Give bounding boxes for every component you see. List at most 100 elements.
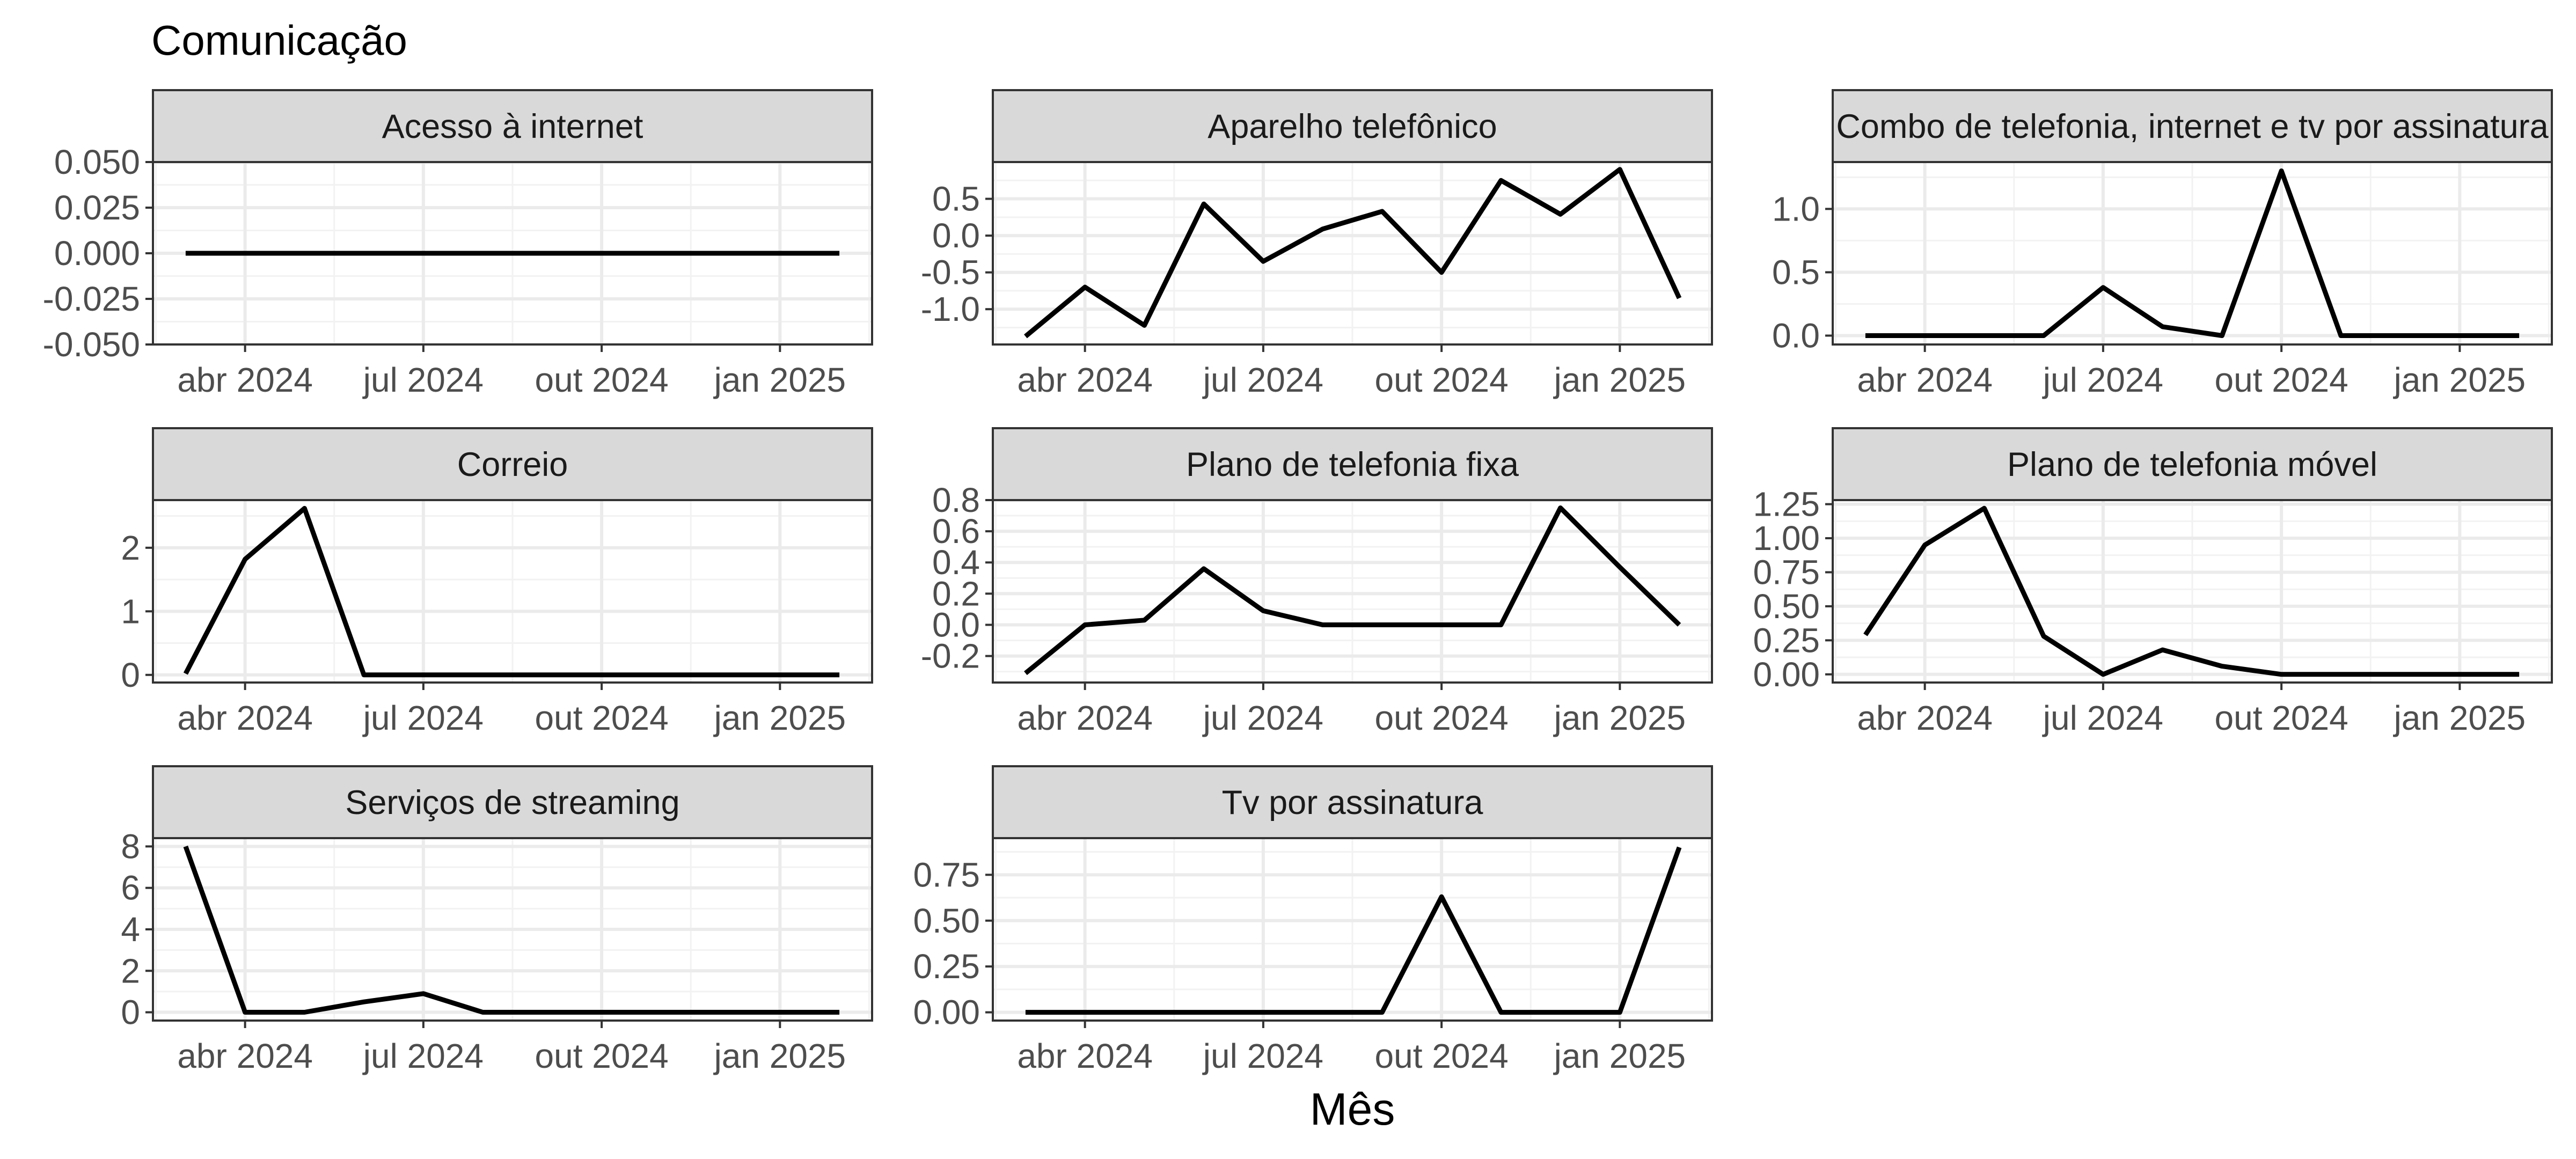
x-tick-label: jul 2024 xyxy=(2042,361,2163,399)
y-tick-label: 1.25 xyxy=(1753,485,1820,524)
facet-strip-label: Acesso à internet xyxy=(382,108,643,145)
y-tick-label: 0.75 xyxy=(913,855,980,894)
y-tick-label: -1.0 xyxy=(921,290,980,328)
y-tick-label: 0.6 xyxy=(932,512,980,551)
x-tick-label: abr 2024 xyxy=(1017,1037,1153,1075)
x-tick-label: jan 2025 xyxy=(713,361,846,399)
facet-strip xyxy=(992,427,1713,501)
y-tick-label: 4 xyxy=(121,910,140,949)
x-tick-label: jan 2025 xyxy=(1553,361,1686,399)
y-tick-label: 0.0 xyxy=(932,605,980,644)
facet-panel: Combo de telefonia, internet e tv por as… xyxy=(1772,89,2553,399)
x-tick-label: jan 2025 xyxy=(713,699,846,737)
x-tick-label: abr 2024 xyxy=(177,699,313,737)
y-tick-label: 0 xyxy=(121,993,140,1032)
facet-panel: Plano de telefonia móvel 0.000.250.500.75… xyxy=(1753,427,2553,737)
y-tick-label: 0.5 xyxy=(932,180,980,218)
facet-strip-label: Tv por assinatura xyxy=(1222,784,1484,821)
y-tick-label: 0.25 xyxy=(913,947,980,986)
gridlines xyxy=(1833,500,2552,683)
y-tick-label: 0.00 xyxy=(1753,655,1820,694)
facet-strip-label: Aparelho telefônico xyxy=(1208,108,1497,145)
y-tick-label: 0.4 xyxy=(932,543,980,582)
chart-title: Comunicação xyxy=(151,17,407,64)
x-tick-label: jul 2024 xyxy=(362,361,484,399)
facet-strip xyxy=(992,89,1713,163)
facet-panel: Acesso à internet -0.050 -0.025 0.000 0.025 0… xyxy=(43,89,873,399)
x-tick-label: abr 2024 xyxy=(177,361,313,399)
facet-strip-label: Plano de telefonia móvel xyxy=(2007,446,2377,483)
y-tick-label: 1.0 xyxy=(1772,189,1820,228)
x-tick-label: out 2024 xyxy=(535,1037,669,1075)
y-tick-label: -0.025 xyxy=(43,280,140,318)
x-tick-label: jul 2024 xyxy=(1202,361,1323,399)
facet-strip xyxy=(992,765,1713,839)
x-axis-title: Mês xyxy=(1310,1084,1395,1134)
y-tick-label: 0.5 xyxy=(1772,253,1820,291)
y-tick-label: 0.025 xyxy=(54,188,140,227)
x-tick-label: out 2024 xyxy=(2215,361,2348,399)
x-tick-label: jan 2025 xyxy=(713,1037,846,1075)
y-tick-label: 8 xyxy=(121,827,140,865)
x-tick-label: jan 2025 xyxy=(1553,1037,1686,1075)
facet-strip-label: Serviços de streaming xyxy=(345,784,679,821)
gridlines xyxy=(993,500,1712,683)
y-tick-label: 0.050 xyxy=(54,143,140,181)
x-tick-label: out 2024 xyxy=(1375,361,1509,399)
x-tick-label: abr 2024 xyxy=(1017,699,1153,737)
facet-strip-label: Correio xyxy=(457,446,568,483)
facet-panels: Acesso à internet-0.050-0.0250.0000.0250… xyxy=(43,89,2553,1075)
x-tick-label: out 2024 xyxy=(1375,699,1509,737)
series-line xyxy=(183,845,840,1015)
y-tick-label: 0.000 xyxy=(54,234,140,273)
facet-strip xyxy=(1832,89,2553,163)
facet-strip-label: Plano de telefonia fixa xyxy=(1186,446,1519,483)
y-tick-label: 0.0 xyxy=(932,216,980,255)
y-tick-label: 0.50 xyxy=(913,901,980,940)
y-tick-label: 0.8 xyxy=(932,481,980,519)
x-tick-label: out 2024 xyxy=(1375,1037,1509,1075)
facet-panel: Correio 0 1 2 abr 2024 jul 2024 out 2024 jan 20… xyxy=(121,427,873,737)
y-tick-label: -0.5 xyxy=(921,253,980,292)
facet-panel: Tv por assinatura 0.00 0.25 0.50 0.75 abr 202… xyxy=(913,765,1713,1075)
y-tick-label: 0.0 xyxy=(1772,316,1820,355)
y-tick-label: 2 xyxy=(121,529,140,567)
y-tick-label: -0.050 xyxy=(43,325,140,364)
facet-strip xyxy=(152,427,873,501)
x-tick-label: abr 2024 xyxy=(177,1037,313,1075)
y-tick-label: 1.00 xyxy=(1753,519,1820,558)
x-tick-label: abr 2024 xyxy=(1857,699,1993,737)
y-tick-label: 2 xyxy=(121,951,140,990)
gridlines xyxy=(993,162,1712,344)
facet-panel: Aparelho telefônico -1.0-0.50.00.5 abr 202… xyxy=(921,89,1713,399)
x-tick-label: jul 2024 xyxy=(362,1037,484,1075)
series-line xyxy=(1025,846,1682,1015)
x-tick-label: jul 2024 xyxy=(1202,699,1323,737)
facet-strip xyxy=(152,89,873,163)
x-tick-label: abr 2024 xyxy=(1857,361,1993,399)
x-tick-label: jul 2024 xyxy=(1202,1037,1323,1075)
facet-strip xyxy=(152,765,873,839)
x-tick-label: jul 2024 xyxy=(2042,699,2163,737)
y-tick-label: 0.50 xyxy=(1753,587,1820,626)
x-tick-label: jan 2025 xyxy=(1553,699,1686,737)
x-tick-label: jan 2025 xyxy=(2393,699,2526,737)
x-tick-label: jul 2024 xyxy=(362,699,484,737)
facet-strip xyxy=(1832,427,2553,501)
series-line xyxy=(183,505,840,678)
x-tick-label: out 2024 xyxy=(535,699,669,737)
y-tick-label: 0.75 xyxy=(1753,553,1820,591)
series-line xyxy=(1863,505,2520,677)
y-tick-label: 0.25 xyxy=(1753,621,1820,659)
y-tick-label: 6 xyxy=(121,869,140,907)
y-tick-label: -0.2 xyxy=(921,637,980,676)
series-line xyxy=(1865,168,2520,338)
series-line xyxy=(1024,167,1682,339)
y-tick-label: 0 xyxy=(121,656,140,694)
x-tick-label: jan 2025 xyxy=(2393,361,2526,399)
facet-strip-label: Combo de telefonia, internet e tv por as… xyxy=(1836,108,2549,145)
y-tick-label: 1 xyxy=(121,592,140,630)
series-line xyxy=(1024,505,1681,676)
